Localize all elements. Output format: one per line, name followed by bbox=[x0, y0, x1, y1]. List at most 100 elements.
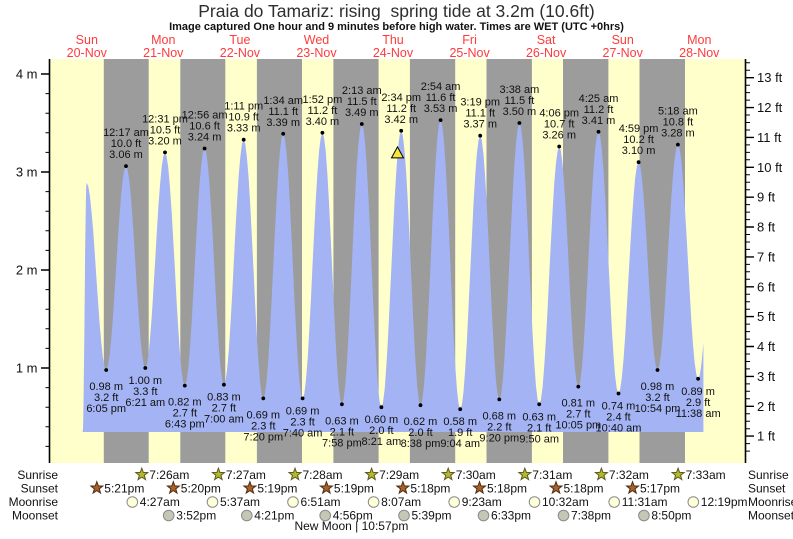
high-tide-point bbox=[124, 164, 128, 169]
sunset-star-icon bbox=[242, 480, 258, 495]
low-tide-point bbox=[497, 397, 502, 402]
sunrise-star-icon bbox=[364, 466, 379, 481]
sunrise-star-icon bbox=[593, 466, 609, 481]
moonrise-time: 12:19pm bbox=[701, 495, 748, 509]
low-tide-label: 0.81 m 2.7 ft 10:05 pm bbox=[555, 398, 601, 432]
moonrise-time: 11:31am bbox=[622, 495, 668, 509]
high-tide-point bbox=[320, 130, 325, 135]
sunset-time: 5:19pm bbox=[257, 482, 297, 496]
sunrise-star-icon bbox=[287, 466, 303, 481]
moonrise-icon bbox=[287, 496, 299, 508]
sunset-time: 5:18pm bbox=[410, 482, 450, 496]
left-axis-label: 1 m bbox=[16, 361, 38, 376]
moonrise-time: 9:23am bbox=[462, 495, 502, 509]
high-tide-point bbox=[676, 142, 680, 147]
high-tide-point bbox=[517, 121, 522, 125]
low-tide-label: 0.63 m 2.1 ft 9:50 am bbox=[519, 411, 559, 445]
moonset-icon bbox=[557, 509, 570, 522]
row-label-sunset-right: Sunset bbox=[748, 482, 786, 496]
low-tide-label: 0.58 m 1.9 ft 9:04 am bbox=[440, 416, 480, 450]
moonrise-time: 10:32am bbox=[542, 495, 589, 509]
right-axis-label: 9 ft bbox=[757, 190, 775, 205]
sunrise-time: 7:30am bbox=[456, 468, 496, 482]
left-axis-minor-ticks bbox=[45, 93, 50, 447]
high-tide-point bbox=[281, 131, 286, 136]
right-axis-label: 11 ft bbox=[757, 130, 782, 145]
sunrise-time: 7:29am bbox=[379, 468, 419, 482]
sunset-star-icon bbox=[395, 480, 411, 495]
sunrise-star-icon bbox=[517, 466, 533, 481]
high-tide-point bbox=[636, 160, 641, 165]
right-axis-label: 12 ft bbox=[757, 100, 783, 115]
sunrise-time: 7:33am bbox=[686, 468, 726, 482]
right-axis-label: 8 ft bbox=[757, 220, 775, 235]
sunrise-time: 7:26am bbox=[149, 468, 189, 482]
day-label: Tue 22-Nov bbox=[220, 33, 261, 60]
left-axis-label: 4 m bbox=[16, 67, 38, 82]
low-tide-label: 0.69 m 2.3 ft 7:40 am bbox=[283, 405, 323, 439]
right-axis-label: 2 ft bbox=[757, 399, 775, 414]
high-tide-label: 2:34 pm 11.2 ft 3.42 m bbox=[381, 92, 421, 126]
low-tide-point bbox=[340, 402, 344, 407]
moonrise-icon bbox=[528, 496, 541, 508]
sunrise-time: 7:31am bbox=[532, 468, 572, 482]
sunrise-star-icon bbox=[134, 466, 150, 481]
sunset-star-icon bbox=[548, 480, 564, 495]
right-axis-major-ticks bbox=[745, 77, 754, 437]
right-axis-minor-ticks bbox=[745, 62, 750, 452]
sunrise-time: 7:27am bbox=[226, 468, 266, 482]
sunrise-star-icon bbox=[211, 466, 226, 481]
moonrise-icon bbox=[687, 496, 700, 508]
low-tide-label: 0.82 m 2.7 ft 6:43 pm bbox=[165, 397, 205, 431]
low-tide-point bbox=[458, 407, 463, 412]
low-tide-label: 0.60 m 2.0 ft 8:21 am bbox=[362, 414, 402, 448]
high-tide-point bbox=[596, 129, 601, 134]
high-tide-label: 4:59 pm 10.2 ft 3.10 m bbox=[619, 123, 659, 157]
left-axis-label: 3 m bbox=[16, 165, 38, 180]
high-tide-label: 2:13 am 11.5 ft 3.49 m bbox=[342, 85, 382, 119]
moonset-icon bbox=[241, 509, 253, 522]
sunset-time: 5:20pm bbox=[181, 482, 221, 496]
page-subtitle: Image captured One hour and 9 minutes be… bbox=[169, 21, 624, 33]
page-title: Praia do Tamariz: rising spring tide at … bbox=[198, 1, 595, 21]
new-moon-label: New Moon | 10:57pm bbox=[294, 519, 408, 533]
day-label: Thu 24-Nov bbox=[373, 33, 414, 60]
high-tide-point bbox=[557, 144, 562, 149]
sunset-time: 5:19pm bbox=[334, 482, 374, 496]
moonset-time: 7:38pm bbox=[571, 509, 611, 523]
left-axis-major-ticks bbox=[41, 73, 50, 369]
high-tide-point bbox=[478, 133, 483, 138]
high-tide-label: 2:54 am 11.6 ft 3.53 m bbox=[421, 81, 461, 115]
left-axis-label: 2 m bbox=[16, 263, 38, 278]
moonrise-icon bbox=[206, 496, 219, 508]
low-tide-label: 0.74 m 2.4 ft 10:40 am bbox=[596, 401, 642, 435]
high-tide-point bbox=[399, 128, 404, 133]
moonset-icon bbox=[398, 509, 410, 522]
moonset-icon bbox=[477, 509, 490, 522]
low-tide-point bbox=[537, 402, 542, 407]
row-label-sunset-left: Sunset bbox=[21, 482, 59, 496]
moonset-time: 4:56pm bbox=[333, 509, 373, 523]
day-label: Sun 27-Nov bbox=[603, 33, 644, 60]
low-tide-label: 0.89 m 2.9 ft 11:38 am bbox=[676, 386, 721, 420]
sunset-time: 5:17pm bbox=[640, 482, 680, 496]
low-tide-label: 0.69 m 2.3 ft 7:20 pm bbox=[243, 409, 283, 443]
moonset-icon bbox=[162, 509, 175, 522]
right-axis-label: 1 ft bbox=[757, 429, 775, 444]
high-tide-point bbox=[359, 122, 364, 126]
high-tide-label: 3:38 am 11.5 ft 3.50 m bbox=[500, 84, 540, 118]
day-label: Mon 21-Nov bbox=[143, 33, 184, 60]
sunset-star-icon bbox=[625, 480, 640, 495]
moonset-icon bbox=[319, 509, 332, 522]
day-label: Sat 26-Nov bbox=[526, 33, 567, 60]
tide-water-area bbox=[82, 120, 704, 432]
day-label: Mon 28-Nov bbox=[679, 33, 720, 60]
low-tide-label: 0.98 m 3.2 ft 10:54 pm bbox=[635, 381, 681, 415]
day-label: Fri 25-Nov bbox=[449, 33, 490, 60]
day-label: Wed 23-Nov bbox=[296, 33, 337, 60]
sunset-time: 5:18pm bbox=[487, 482, 527, 496]
moonset-time: 8:50pm bbox=[651, 509, 691, 523]
high-tide-label: 12:56 am 10.6 ft 3.24 m bbox=[182, 110, 228, 144]
right-axis-label: 7 ft bbox=[757, 249, 775, 264]
low-tide-point bbox=[104, 368, 109, 372]
